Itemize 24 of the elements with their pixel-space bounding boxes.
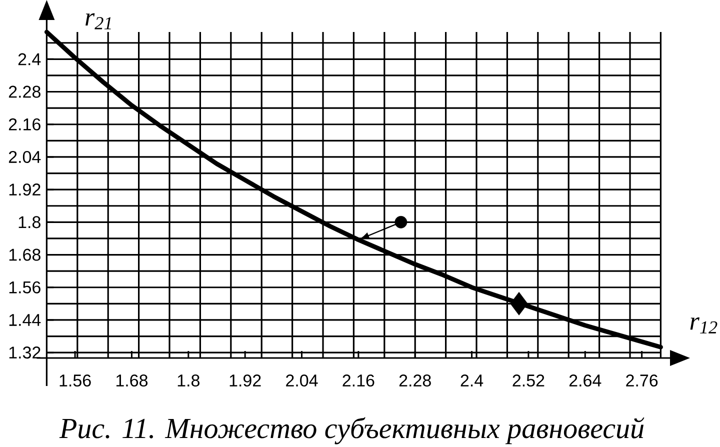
y-tick-label: 2.16: [8, 118, 40, 130]
y-tick-label: 1.68: [9, 248, 40, 261]
x-tick-label: 1.56: [60, 374, 91, 387]
y-tick-label: 2.4: [18, 53, 41, 66]
x-tick-label: 2.04: [286, 374, 318, 387]
y-tick-label: 2.04: [8, 150, 41, 163]
y-tick-label: 1.56: [9, 281, 40, 294]
y-axis-title: r$_{21}$: [86, 13, 111, 30]
y-tick-label: 1.32: [9, 346, 40, 359]
x-axis-title: r$_{12}$: [690, 317, 718, 334]
text: Рис. 11. Множество субъективных равновесий: [59, 417, 644, 444]
x-tick-label: 1.68: [116, 374, 148, 387]
x-tick-label: 1.8: [178, 374, 200, 387]
x-tick-label: 2.16: [342, 374, 374, 387]
y-tick-label: 1.44: [9, 314, 41, 326]
y-tick-label: 2.28: [8, 86, 40, 98]
x-tick-label: 2.64: [569, 374, 602, 387]
x-tick-label: 2.52: [512, 374, 544, 387]
x-tick-label: 2.4: [460, 374, 484, 386]
x-tick-label: 2.76: [626, 374, 658, 387]
y-tick-label: 1.8: [18, 216, 40, 228]
x-tick-label: 2.28: [399, 374, 431, 387]
y-tick-label: 1.92: [9, 184, 40, 196]
x-tick-label: 1.92: [230, 374, 261, 387]
